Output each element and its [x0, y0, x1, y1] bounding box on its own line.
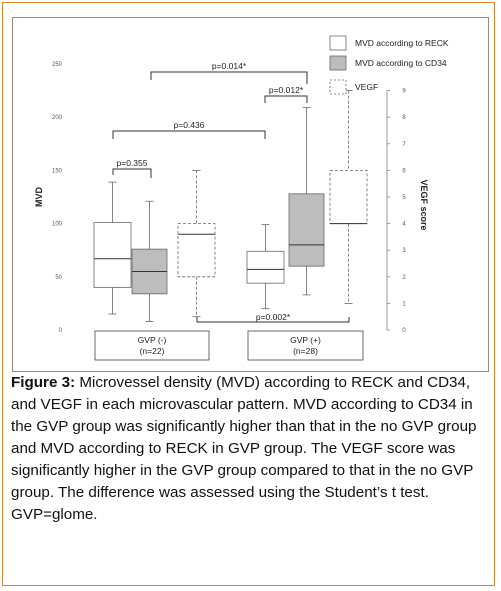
y2-tick-label: 6 — [402, 168, 406, 174]
p-value-label: p=0.436 — [174, 120, 205, 130]
y2-tick-label: 4 — [402, 222, 406, 228]
y2-tick-label: 2 — [402, 275, 406, 281]
y2-tick-label: 0 — [402, 328, 406, 334]
y2-tick-label: 8 — [402, 115, 406, 121]
y-tick-label: 150 — [52, 168, 63, 174]
group-n-label: (n=22) — [140, 346, 165, 356]
y-tick-label: 50 — [55, 275, 62, 281]
figure-caption: Figure 3: Microvessel density (MVD) acco… — [11, 372, 487, 526]
p-value-label: p=0.014* — [212, 61, 247, 71]
plot-panel — [12, 17, 489, 372]
p-value-label: p=0.002* — [256, 312, 291, 322]
caption-label: Figure 3: — [11, 374, 76, 391]
legend-swatch — [329, 55, 347, 71]
p-value-label: p=0.355 — [117, 158, 148, 168]
significance-bracket — [112, 130, 266, 139]
y-tick-label: 100 — [52, 222, 63, 228]
y2-tick-label: 9 — [402, 89, 406, 95]
group-label-box — [94, 330, 210, 361]
y2-tick-label: 1 — [402, 301, 406, 307]
y2-tick-label: 5 — [402, 195, 406, 201]
box-cd34 — [288, 193, 325, 267]
figure-frame — [2, 2, 495, 586]
y2-tick-label: 3 — [402, 248, 406, 254]
box-vegf — [177, 223, 216, 278]
boxplot-chart: 0 50 100 150 200 250 0 1 2 3 4 5 6 7 8 9 MVD VEGF score p=… — [34, 35, 449, 361]
legend-label: VEGF — [355, 82, 378, 92]
y-tick-label: 200 — [52, 115, 63, 121]
significance-bracket — [112, 168, 152, 178]
group-label-box — [247, 330, 364, 361]
box-vegf — [329, 169, 368, 224]
caption-text: Microvessel density (MVD) according to R… — [11, 374, 477, 523]
legend-swatch — [329, 79, 347, 95]
legend-swatch — [329, 35, 347, 51]
y2-tick-label: 7 — [402, 142, 406, 148]
significance-bracket — [150, 71, 308, 84]
y-tick-label: 0 — [59, 328, 63, 334]
significance-bracket — [264, 95, 308, 103]
box-reck — [93, 222, 132, 288]
y2-axis-title: VEGF score — [419, 179, 429, 230]
p-value-label: p=0.012* — [269, 85, 304, 95]
y-axis-title: MVD — [34, 187, 44, 208]
group-label: GVP (+) — [290, 335, 321, 345]
significance-bracket — [196, 317, 350, 323]
legend-label: MVD according to RECK — [355, 38, 449, 48]
y-tick-label: 250 — [52, 62, 63, 68]
box-reck — [246, 250, 285, 284]
group-label: GVP (-) — [138, 335, 167, 345]
legend-label: MVD according to CD34 — [355, 58, 447, 68]
group-n-label: (n=28) — [293, 346, 318, 356]
